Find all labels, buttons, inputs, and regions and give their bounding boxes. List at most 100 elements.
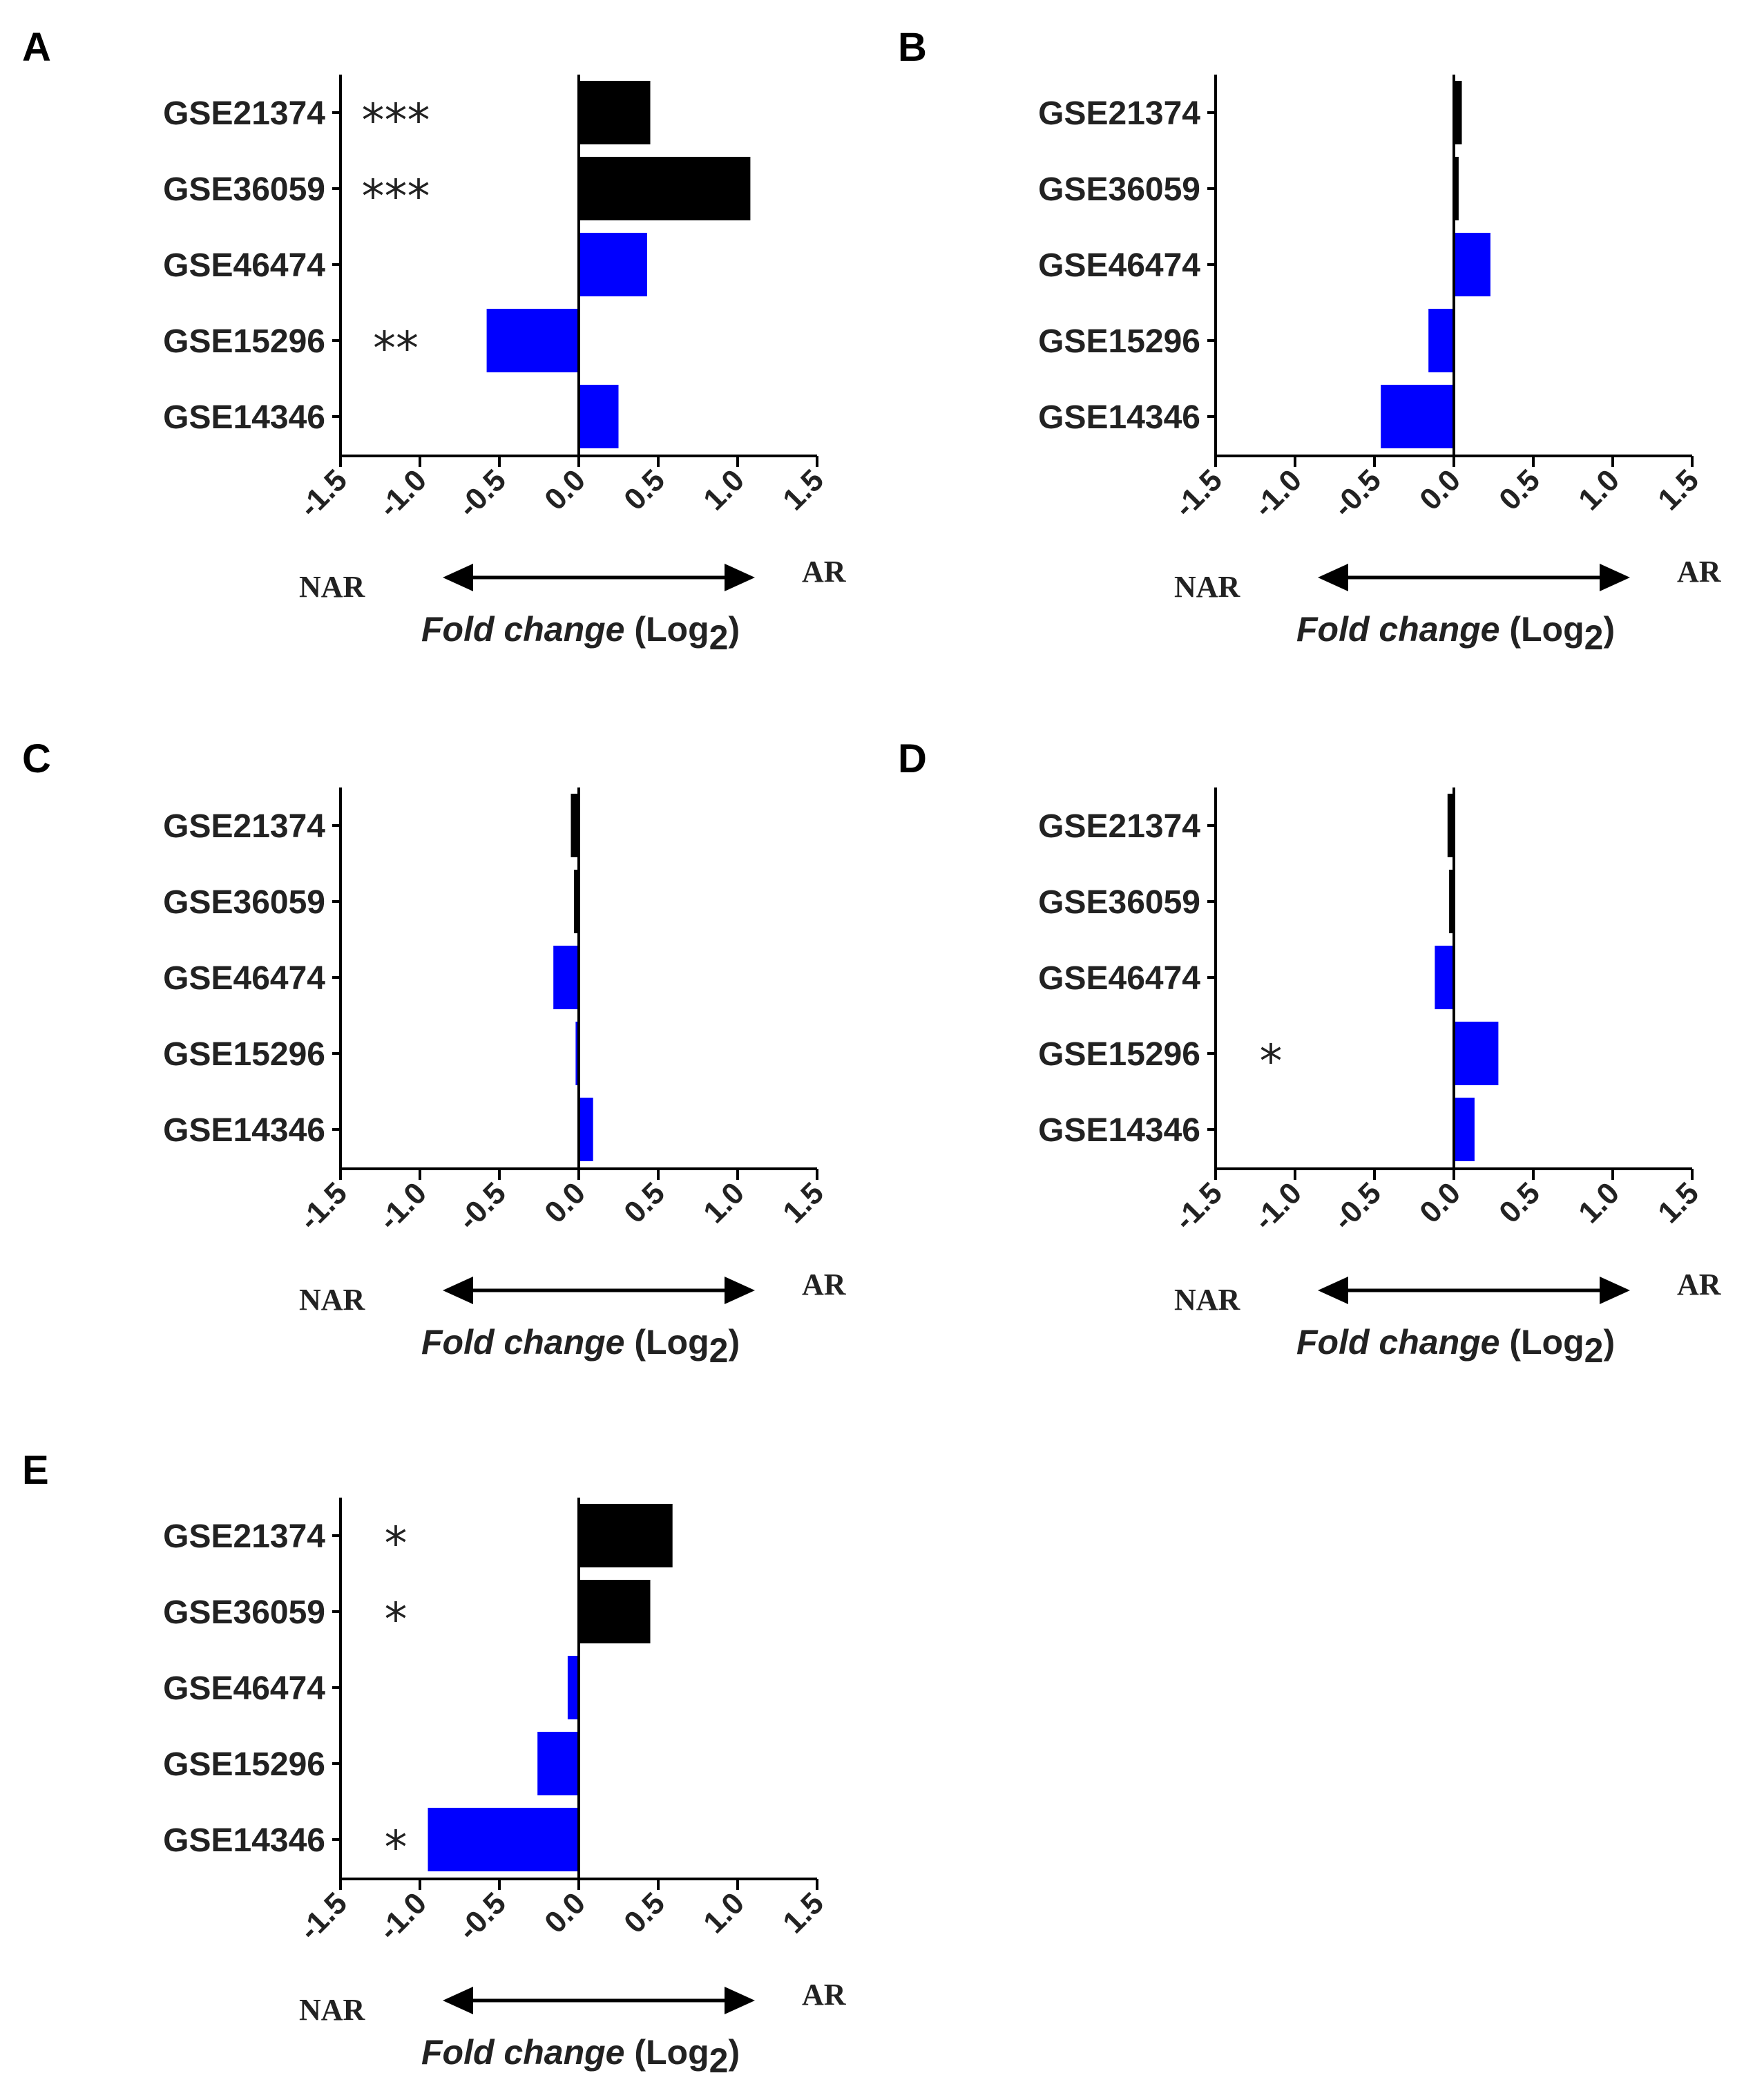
x-axis-title-main: Fold change	[421, 2033, 634, 2072]
panel-letter: C	[22, 736, 51, 781]
x-tick-label: 0.0	[538, 1886, 592, 1940]
x-axis-title-unit: (Log	[634, 1323, 709, 1362]
bar-gse14346	[579, 385, 619, 448]
category-label: GSE14346	[163, 1822, 325, 1859]
bar-gse14346	[1381, 385, 1454, 448]
x-tick-label: -1.5	[1168, 1176, 1229, 1237]
nar-label: NAR	[299, 570, 366, 604]
category-label: GSE14346	[163, 399, 325, 436]
x-axis-title: Fold change (Log2)	[421, 1323, 740, 1370]
arrow-right-head	[725, 1277, 755, 1304]
panel-c: C GSE21374 GSE36059 GSE46474 GSE15296 GSE1434…	[22, 736, 847, 1370]
bar-gse15296	[1454, 1022, 1499, 1085]
x-tick-label: -1.0	[1247, 1176, 1308, 1237]
bar-gse46474	[567, 1656, 579, 1719]
x-axis-title-close: )	[1603, 610, 1615, 649]
category-label: GSE36059	[1038, 884, 1200, 921]
category-label: GSE36059	[163, 171, 325, 208]
x-tick-label: -1.5	[293, 1176, 354, 1237]
x-tick-label: -0.5	[452, 1176, 512, 1237]
x-axis-title-subscript: 2	[709, 618, 729, 657]
x-tick-label: 0.0	[538, 463, 592, 517]
significance-marker: *	[385, 1517, 408, 1570]
x-tick-label: 0.5	[617, 463, 671, 517]
panel-b: B GSE21374 GSE36059 GSE46474 GSE15296 GSE1434…	[898, 25, 1722, 657]
category-label: GSE14346	[163, 1112, 325, 1149]
arrow-left-head	[443, 564, 473, 591]
x-tick-label: -0.5	[452, 463, 512, 524]
x-axis-title-close: )	[728, 2033, 740, 2072]
x-tick-label: 0.5	[617, 1176, 671, 1230]
significance-marker: *	[1260, 1035, 1283, 1088]
x-tick-label: -1.0	[372, 1176, 433, 1237]
bar-gse15296	[486, 309, 579, 372]
panel-a: A GSE21374 *** GSE36059 *** GSE46474 GSE15296 *…	[22, 25, 847, 657]
bar-gse21374	[1454, 81, 1462, 144]
bar-gse36059	[579, 157, 751, 220]
category-label: GSE46474	[163, 1670, 325, 1707]
x-axis-title-subscript: 2	[1584, 618, 1604, 657]
arrow-right-head	[725, 564, 755, 591]
x-tick-label: -0.5	[1327, 463, 1388, 524]
bar-gse21374	[571, 794, 579, 857]
x-tick-label: -1.5	[293, 1886, 354, 1947]
significance-marker: *	[385, 1593, 408, 1646]
category-label: GSE36059	[163, 1594, 325, 1631]
category-label: GSE21374	[163, 808, 325, 845]
arrow-left-head	[443, 1987, 473, 2014]
x-tick-label: 1.5	[776, 463, 830, 517]
category-label: GSE14346	[1038, 399, 1200, 436]
x-axis-title-close: )	[1603, 1323, 1615, 1362]
category-label: GSE15296	[1038, 1036, 1200, 1073]
x-axis-title-subscript: 2	[1584, 1331, 1604, 1370]
category-label: GSE36059	[163, 884, 325, 921]
x-axis-title-unit: (Log	[1509, 1323, 1584, 1362]
bar-gse36059	[1454, 157, 1459, 220]
ar-label: AR	[1677, 555, 1722, 589]
arrow-right-head	[1600, 564, 1630, 591]
panel-letter: D	[898, 736, 927, 781]
x-axis-title-close: )	[728, 1323, 740, 1362]
significance-marker: ***	[362, 170, 430, 223]
x-axis-title-unit: (Log	[1509, 610, 1584, 649]
x-axis-title-subscript: 2	[709, 2041, 729, 2080]
category-label: GSE14346	[1038, 1112, 1200, 1149]
ar-label: AR	[1677, 1268, 1722, 1301]
category-label: GSE21374	[1038, 808, 1200, 845]
x-axis-title-main: Fold change	[421, 610, 634, 649]
category-label: GSE15296	[163, 323, 325, 360]
bar-gse21374	[579, 1504, 673, 1567]
bar-gse21374	[579, 81, 651, 144]
panel-e: E GSE21374 * GSE36059 * GSE46474 GSE15296 GSE14…	[22, 1448, 847, 2080]
bar-gse14346	[1454, 1098, 1475, 1161]
category-label: GSE46474	[163, 247, 325, 284]
x-tick-label: 1.5	[776, 1176, 830, 1230]
bar-gse14346	[428, 1808, 579, 1871]
x-axis-title: Fold change (Log2)	[421, 2033, 740, 2080]
panel-d: D GSE21374 GSE36059 GSE46474 GSE15296 * GSE143…	[898, 736, 1722, 1370]
x-tick-label: -0.5	[1327, 1176, 1388, 1237]
nar-label: NAR	[1174, 570, 1241, 604]
arrow-left-head	[1318, 1277, 1348, 1304]
x-tick-label: 1.5	[1651, 1176, 1705, 1230]
category-label: GSE36059	[1038, 171, 1200, 208]
panel-letter: E	[22, 1448, 49, 1493]
x-tick-label: 0.5	[1493, 1176, 1546, 1230]
category-label: GSE46474	[1038, 960, 1200, 997]
x-tick-label: -1.0	[372, 463, 433, 524]
significance-marker: **	[373, 322, 419, 375]
nar-label: NAR	[299, 1993, 366, 2027]
bar-gse15296	[537, 1732, 579, 1795]
x-axis-title-subscript: 2	[709, 1331, 729, 1370]
x-tick-label: -1.0	[372, 1886, 433, 1947]
category-label: GSE15296	[163, 1746, 325, 1783]
x-tick-label: 1.5	[776, 1886, 830, 1940]
x-axis-title-main: Fold change	[1296, 1323, 1509, 1362]
x-tick-label: 1.0	[697, 463, 751, 517]
category-label: GSE21374	[163, 1518, 325, 1555]
x-tick-label: 0.0	[538, 1176, 592, 1230]
x-tick-label: 1.0	[1572, 1176, 1626, 1230]
x-tick-label: -0.5	[452, 1886, 512, 1947]
bar-gse46474	[1435, 946, 1454, 1009]
